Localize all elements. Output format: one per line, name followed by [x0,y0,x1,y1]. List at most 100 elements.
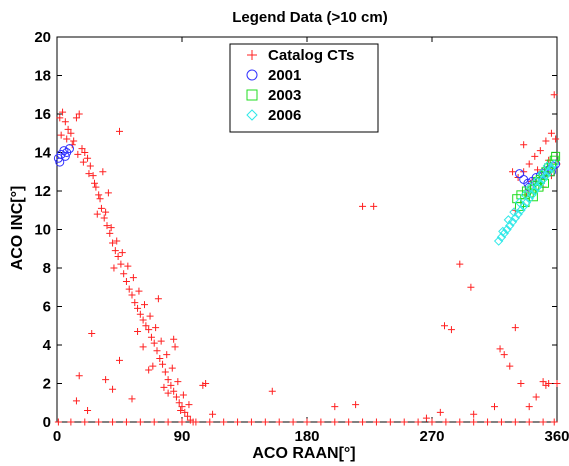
data-point-2001 [65,144,74,154]
data-point-catalog-ct [111,247,119,255]
data-point-2006 [546,163,557,173]
data-point-catalog-ct [456,418,464,426]
y-tick-label: 10 [34,222,51,239]
data-point-2006 [493,236,504,246]
data-point-catalog-ct [234,418,242,426]
data-point-catalog-ct [164,389,172,397]
data-point-catalog-ct [81,418,89,426]
data-point-catalog-ct [167,381,175,389]
data-point-catalog-ct [67,129,75,137]
data-point-catalog-ct [467,283,475,291]
series-layer [53,91,561,426]
data-point-catalog-ct [147,333,155,341]
data-point-catalog-ct [145,366,153,374]
data-point-catalog-ct [72,397,80,405]
data-point-catalog-ct [64,125,72,133]
data-point-catalog-ct [206,418,214,426]
data-point-catalog-ct [359,418,367,426]
x-tick-label: 90 [174,428,191,445]
data-point-catalog-ct [532,393,540,401]
data-point-catalog-ct [542,381,550,389]
data-point-catalog-ct [520,141,528,149]
data-point-catalog-ct [150,418,158,426]
legend-marker [246,89,258,101]
data-point-catalog-ct [124,262,132,270]
data-point-catalog-ct [136,418,144,426]
data-point-catalog-ct [536,147,544,155]
data-point-catalog-ct [220,418,228,426]
data-point-catalog-ct [345,418,353,426]
data-point-catalog-ct [511,418,519,426]
data-point-2003 [540,178,549,188]
data-point-catalog-ct [161,368,169,376]
data-point-catalog-ct [131,299,139,307]
data-point-catalog-ct [539,378,547,386]
data-point-catalog-ct [525,403,533,411]
data-point-catalog-ct [93,210,101,218]
data-point-2006 [505,220,515,231]
data-point-catalog-ct [542,137,550,145]
data-point-2006 [535,178,546,189]
data-point-2006 [498,226,508,237]
y-tick-label: 6 [43,299,51,316]
data-point-catalog-ct [359,202,367,210]
data-point-catalog-ct [116,127,123,135]
data-point-catalog-ct [122,418,130,426]
data-point-catalog-ct [550,91,558,99]
data-point-catalog-ct [75,110,83,118]
data-point-catalog-ct [550,418,558,426]
y-axis: 0 2 4 6 8 10 12 14 16 18 20 [34,29,557,431]
data-point-catalog-ct [146,312,154,320]
data-point-catalog-ct [184,412,192,420]
data-point-catalog-ct [160,383,168,391]
data-point-catalog-ct [106,229,114,237]
data-point-catalog-ct [99,168,107,176]
data-point-catalog-ct [104,189,112,197]
data-point-catalog-ct [97,204,105,212]
data-point-catalog-ct [497,418,505,426]
data-point-catalog-ct [372,418,380,426]
data-point-catalog-ct [116,356,123,364]
data-point-catalog-ct [525,418,533,426]
data-point-catalog-ct [289,418,297,426]
data-point-catalog-ct [553,380,561,387]
data-point-catalog-ct [95,191,103,199]
data-point-catalog-ct [114,252,122,260]
data-point-catalog-ct [74,150,82,158]
y-axis-label: ACO INC[°] [9,186,26,271]
data-point-catalog-ct [491,403,498,411]
data-point-catalog-ct [496,345,504,353]
data-point-catalog-ct [57,131,65,139]
legend: Catalog CTs 2001 2003 2006 [229,43,379,133]
data-point-catalog-ct [117,260,125,268]
data-point-catalog-ct [175,399,183,407]
data-point-catalog-ct [552,135,560,143]
data-point-catalog-ct [164,376,172,384]
data-point-catalog-ct [170,335,178,343]
data-point-catalog-ct [547,129,555,137]
data-point-catalog-ct [139,316,147,324]
data-point-catalog-ct [154,295,162,303]
data-point-catalog-ct [141,301,148,309]
data-point-2006 [542,161,552,171]
data-point-catalog-ct [261,418,269,426]
y-tick-label: 20 [34,29,51,46]
data-point-catalog-ct [92,183,100,191]
data-point-catalog-ct [185,401,193,409]
data-point-catalog-ct [422,414,430,422]
data-point-catalog-ct [118,249,126,257]
data-point-catalog-ct [159,360,167,368]
data-point-catalog-ct [178,403,186,411]
data-point-2006 [525,182,536,192]
data-point-2006 [527,190,537,200]
data-point-catalog-ct [414,418,422,426]
data-point-catalog-ct [125,285,133,293]
data-point-catalog-ct [128,395,136,403]
data-point-catalog-ct [84,406,92,414]
data-point-catalog-ct [470,410,478,418]
x-tick-label: 360 [544,428,569,445]
data-point-catalog-ct [428,418,436,426]
y-tick-label: 2 [43,376,51,393]
data-point-catalog-ct [157,337,165,345]
data-point-catalog-ct [142,322,150,330]
